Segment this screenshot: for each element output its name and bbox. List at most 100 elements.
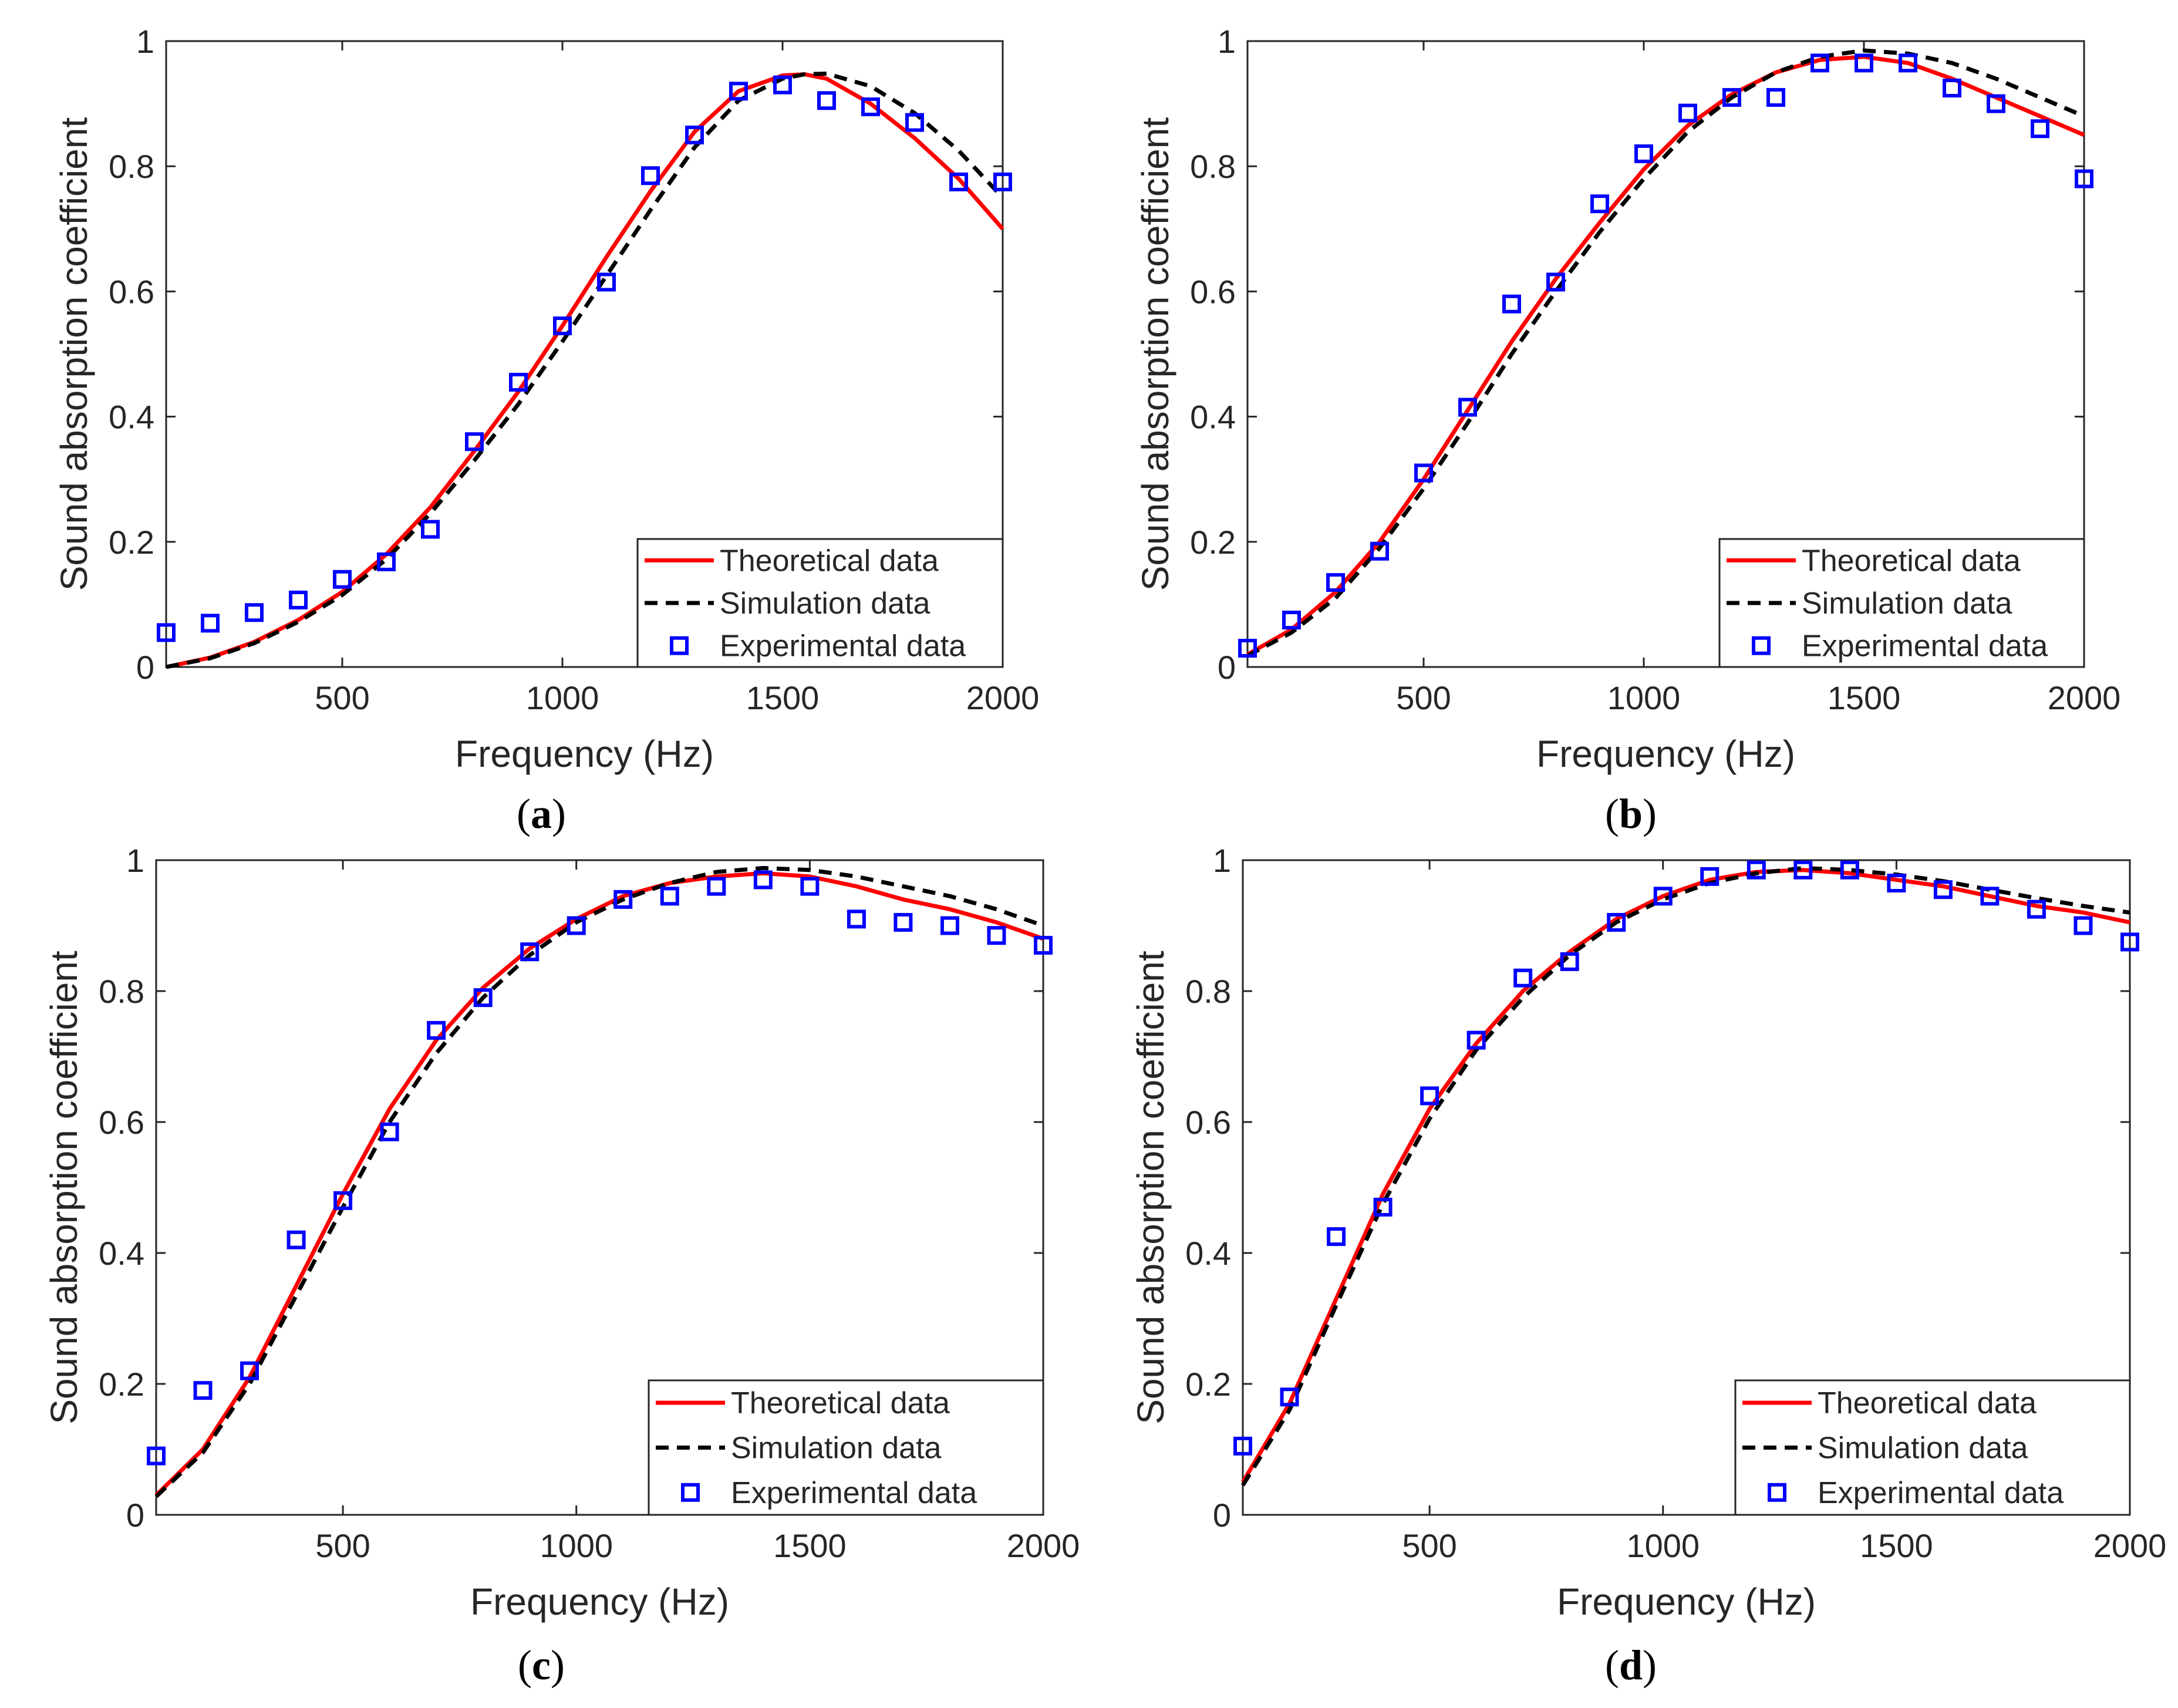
- x-tick-label: 1000: [526, 679, 599, 716]
- data-point: [333, 1191, 353, 1210]
- data-point: [2074, 916, 2093, 935]
- data-point: [1980, 887, 2000, 906]
- legend-label: Theoretical data: [1802, 544, 2021, 578]
- data-point: [1414, 463, 1433, 483]
- y-tick-label: 0.8: [99, 973, 144, 1010]
- data-point: [1590, 194, 1609, 214]
- x-tick-label: 1500: [1860, 1527, 1933, 1564]
- y-tick-label: 0.2: [99, 1366, 144, 1403]
- legend-marker: [670, 636, 689, 655]
- data-point: [861, 97, 880, 116]
- x-tick-label: 1500: [1828, 679, 1901, 716]
- legend-label: Simulation data: [1818, 1431, 2028, 1466]
- legend-marker: [1768, 1483, 1786, 1502]
- data-point: [660, 887, 679, 906]
- data-point: [1034, 935, 1053, 955]
- y-tick-label: 0.6: [99, 1104, 144, 1141]
- data-point: [380, 1122, 399, 1141]
- legend-label: Experimental data: [1802, 629, 2048, 663]
- data-point: [685, 125, 704, 144]
- x-tick-label: 1000: [1626, 1527, 1700, 1564]
- data-point: [1327, 1227, 1346, 1247]
- y-tick-label: 0.2: [1185, 1366, 1231, 1403]
- data-point: [509, 372, 528, 392]
- x-tick-label: 2000: [1007, 1527, 1080, 1564]
- data-point: [1233, 1436, 1252, 1456]
- data-point: [333, 570, 352, 589]
- y-tick-label: 0: [136, 649, 154, 686]
- legend-label: Theoretical data: [1818, 1386, 2037, 1420]
- x-tick-label: 500: [315, 679, 369, 716]
- legend-label: Theoretical data: [731, 1386, 950, 1420]
- chart-panel-c: 500 1000 1500 2000 0 0.2 0.4 0.6 0.8 1 Frequency (…: [43, 842, 1080, 1689]
- y-axis-label: Sound absorption coefficient: [53, 117, 95, 591]
- data-point: [817, 91, 836, 110]
- chart-panel-b: 500 1000 1500 2000 0 0.2 0.4 0.6 0.8 1 Frequency (…: [1134, 23, 2120, 837]
- panel-caption: (d): [1605, 1642, 1657, 1689]
- y-tick-label: 0.4: [109, 399, 154, 436]
- data-point: [1513, 968, 1533, 988]
- y-tick-label: 0: [1213, 1497, 1231, 1534]
- y-tick-label: 0.8: [1185, 973, 1231, 1010]
- x-axis-label: Frequency (Hz): [1557, 1581, 1816, 1623]
- legend-label: Experimental data: [731, 1476, 977, 1510]
- data-point: [1373, 1197, 1393, 1217]
- data-point: [157, 623, 176, 642]
- y-tick-label: 0: [126, 1497, 144, 1534]
- data-point: [1933, 880, 1953, 900]
- data-point: [465, 432, 484, 452]
- data-point: [1607, 912, 1626, 932]
- data-point: [1634, 144, 1653, 163]
- panel-caption: (b): [1605, 790, 1657, 837]
- data-point: [1678, 103, 1697, 123]
- y-tick-label: 0.4: [99, 1235, 144, 1272]
- x-tick-label: 500: [1402, 1527, 1457, 1564]
- data-point: [1560, 952, 1579, 971]
- data-point: [2075, 169, 2093, 188]
- data-point: [949, 172, 968, 191]
- data-point: [1280, 1387, 1299, 1407]
- x-tick-label: 1000: [540, 1527, 613, 1564]
- legend-label: Simulation data: [731, 1431, 942, 1466]
- data-point: [245, 603, 264, 622]
- data-point: [421, 520, 440, 539]
- panel-caption: (c): [518, 1642, 565, 1689]
- data-point: [1502, 294, 1521, 314]
- y-axis-label: Sound absorption coefficient: [1134, 117, 1176, 591]
- data-point: [993, 172, 1012, 191]
- data-point: [987, 926, 1006, 945]
- x-tick-label: 500: [1396, 679, 1451, 716]
- data-point: [240, 1361, 259, 1380]
- y-tick-label: 0.6: [109, 273, 154, 310]
- data-point: [2031, 119, 2049, 139]
- data-point: [553, 316, 572, 336]
- data-point: [1370, 541, 1389, 561]
- y-tick-label: 1: [1218, 23, 1236, 60]
- data-point: [2120, 932, 2139, 952]
- data-point: [1899, 53, 1917, 73]
- data-point: [1840, 860, 1859, 880]
- x-tick-label: 500: [315, 1527, 370, 1564]
- data-point: [729, 82, 748, 101]
- simulation-line: [154, 865, 1044, 1498]
- y-axis-label: Sound absorption coefficient: [43, 951, 85, 1424]
- data-point: [1887, 874, 1906, 893]
- legend-label: Simulation data: [1802, 587, 2012, 621]
- y-tick-label: 0.8: [109, 148, 154, 185]
- data-point: [286, 1230, 306, 1249]
- x-axis-label: Frequency (Hz): [470, 1581, 729, 1623]
- chart-panel-d: 500 1000 1500 2000 0 0.2 0.4 0.6 0.8 1 Frequency (…: [1130, 842, 2166, 1689]
- data-point: [1793, 860, 1813, 880]
- data-point: [1282, 611, 1301, 630]
- data-point: [613, 890, 633, 909]
- data-point: [473, 988, 493, 1008]
- panel-caption: (a): [517, 790, 566, 837]
- data-point: [707, 877, 726, 896]
- theoretical-line: [1246, 55, 2085, 656]
- data-point: [1326, 573, 1345, 592]
- legend-label: Simulation data: [720, 587, 930, 621]
- y-tick-label: 0.8: [1190, 148, 1236, 185]
- legend-label: Experimental data: [720, 629, 966, 663]
- data-point: [193, 1381, 213, 1400]
- x-tick-label: 2000: [2093, 1527, 2167, 1564]
